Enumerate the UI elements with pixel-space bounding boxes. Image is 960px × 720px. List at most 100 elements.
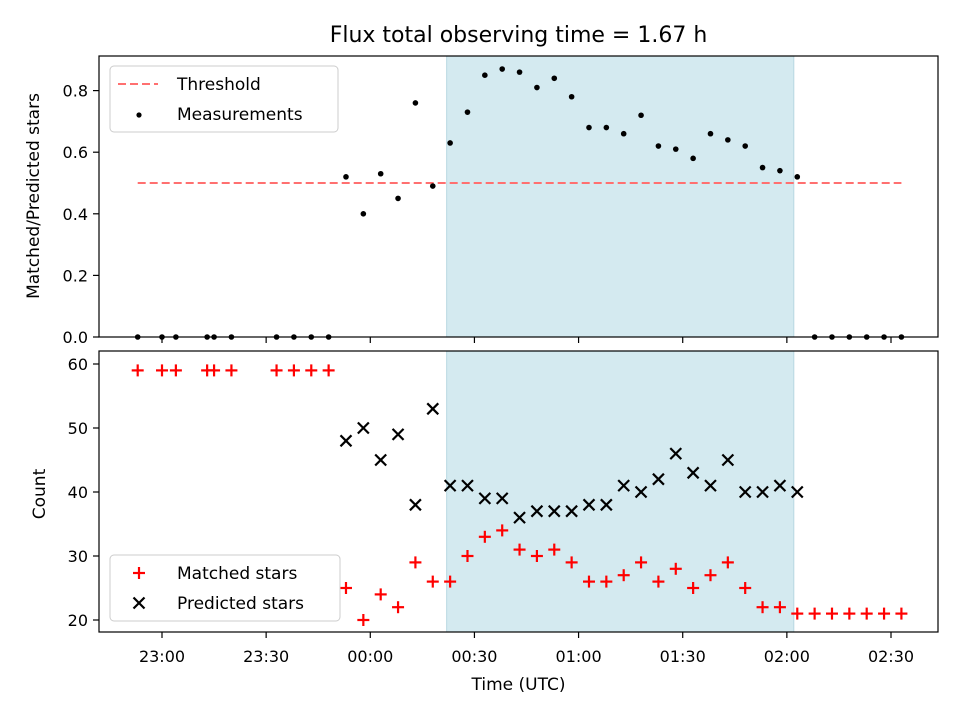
- matched-star-marker: [635, 556, 648, 569]
- measurement-point: [534, 84, 540, 91]
- top-ytick-label: 0.0: [63, 328, 88, 347]
- predicted-star-marker: [495, 492, 509, 505]
- predicted-star-marker: [704, 479, 717, 492]
- legend-predicted-swatch: [132, 596, 146, 610]
- bottom-legend-box: [109, 554, 341, 622]
- measurement-point: [672, 146, 679, 152]
- matched-star-marker: [617, 569, 630, 582]
- bottom-shaded-region: [446, 350, 795, 633]
- matched-star-marker: [478, 530, 491, 543]
- bottom-xtick-label: 23:30: [243, 647, 289, 666]
- bottom-ytick-label: 30: [68, 547, 88, 566]
- measurement-point: [725, 137, 731, 143]
- measurement-point: [794, 174, 801, 180]
- top-y-axis: 0.0 0.2 0.4 0.6 0.8: [63, 82, 99, 347]
- measurement-point: [464, 109, 471, 115]
- top-title: Flux total observing time = 1.67 h: [330, 23, 708, 48]
- top-ytick-label: 0.2: [63, 266, 88, 285]
- predicted-star-marker: [652, 472, 665, 486]
- measurement-point: [551, 75, 558, 82]
- measurement-point: [620, 130, 627, 137]
- matched-star-marker: [374, 588, 387, 601]
- legend-matched-swatch: [133, 567, 145, 579]
- matched-star-marker: [825, 607, 838, 620]
- matched-star-marker: [169, 364, 182, 377]
- measurement-point: [377, 170, 384, 177]
- matched-star-marker: [305, 364, 318, 377]
- predicted-star-marker: [669, 447, 683, 460]
- matched-star-marker: [895, 607, 908, 620]
- matched-star-marker: [791, 607, 804, 620]
- legend-measurements-label: Measurements: [177, 105, 303, 125]
- bottom-legend: Matched stars Predicted stars: [109, 554, 341, 622]
- bottom-y-axis: 20 30 40 50 60: [68, 355, 99, 630]
- predicted-star-marker: [686, 466, 700, 480]
- bottom-x-axis: 23:00 23:30 00:00 00:30 01:00 01:30 02:00 02:30: [139, 632, 914, 666]
- legend-threshold-label: Threshold: [176, 75, 261, 95]
- matched-star-marker: [225, 364, 238, 377]
- predicted-star-marker: [530, 504, 544, 518]
- top-ytick-label: 0.6: [63, 143, 88, 162]
- bottom-xlabel: Time (UTC): [471, 675, 566, 695]
- top-legend-box: [109, 65, 339, 133]
- matched-star-marker: [426, 575, 439, 588]
- matched-star-marker: [721, 556, 734, 569]
- predicted-star-marker: [443, 479, 457, 492]
- measurement-point: [499, 66, 506, 72]
- measurement-point: [360, 211, 367, 217]
- predicted-star-marker: [513, 511, 526, 524]
- matched-star-marker: [287, 364, 300, 377]
- measurement-point: [516, 69, 523, 75]
- matched-star-marker: [739, 582, 752, 594]
- matched-star-marker: [652, 575, 665, 588]
- matched-star-marker: [461, 550, 474, 562]
- matched-star-marker: [600, 575, 613, 588]
- matched-star-marker: [756, 601, 769, 614]
- matched-star-marker: [843, 607, 856, 620]
- matched-star-marker: [496, 524, 509, 537]
- matched-star-marker: [513, 543, 526, 556]
- top-panel: 0.0 0.2 0.4 0.6 0.8 Flux total observing tim…: [24, 23, 939, 347]
- predicted-star-marker: [391, 428, 405, 441]
- predicted-star-marker: [721, 453, 735, 467]
- matched-star-marker: [773, 601, 786, 614]
- predicted-star-marker: [478, 492, 492, 505]
- bottom-ylabel: Count: [30, 468, 50, 519]
- bottom-xtick-label: 01:30: [660, 647, 706, 666]
- predicted-star-marker: [374, 453, 387, 467]
- predicted-star-marker: [634, 485, 648, 499]
- bottom-xtick-label: 01:00: [556, 647, 602, 666]
- predicted-star-marker: [357, 421, 370, 435]
- bottom-xtick-label: 00:00: [347, 647, 393, 666]
- matched-star-marker: [444, 575, 457, 588]
- matched-star-marker: [878, 607, 891, 620]
- predicted-star-marker: [790, 485, 804, 499]
- measurement-point: [759, 164, 766, 171]
- measurement-point: [429, 183, 436, 189]
- predicted-star-marker: [738, 485, 752, 499]
- matched-star-marker: [357, 614, 370, 626]
- measurement-point: [586, 124, 592, 131]
- bottom-ytick-label: 20: [68, 611, 88, 630]
- legend-measurements-swatch: [136, 112, 142, 118]
- measurement-point: [447, 140, 453, 146]
- matched-star-marker: [322, 364, 335, 377]
- bottom-axes-frame: [98, 350, 939, 633]
- matched-star-marker: [409, 556, 422, 569]
- bottom-panel: 20 30 40 50 60 23:00 23:30 00:00 00:30 01:00 01:3…: [30, 350, 939, 695]
- matched-star-marker: [208, 364, 221, 377]
- matched-star-marker: [270, 364, 283, 377]
- legend-predicted-label: Predicted stars: [177, 594, 304, 614]
- measurement-point: [343, 174, 349, 180]
- matched-star-marker: [131, 364, 144, 377]
- predicted-star-marker: [339, 434, 353, 448]
- bottom-xtick-label: 02:00: [764, 647, 810, 666]
- measurement-point: [412, 100, 419, 106]
- matched-star-marker: [582, 575, 595, 588]
- matched-star-marker: [530, 550, 543, 562]
- predicted-star-marker: [600, 498, 613, 512]
- matched-star-marker: [669, 562, 682, 575]
- bottom-ytick-label: 50: [68, 419, 88, 438]
- predicted-star-marker: [461, 479, 474, 492]
